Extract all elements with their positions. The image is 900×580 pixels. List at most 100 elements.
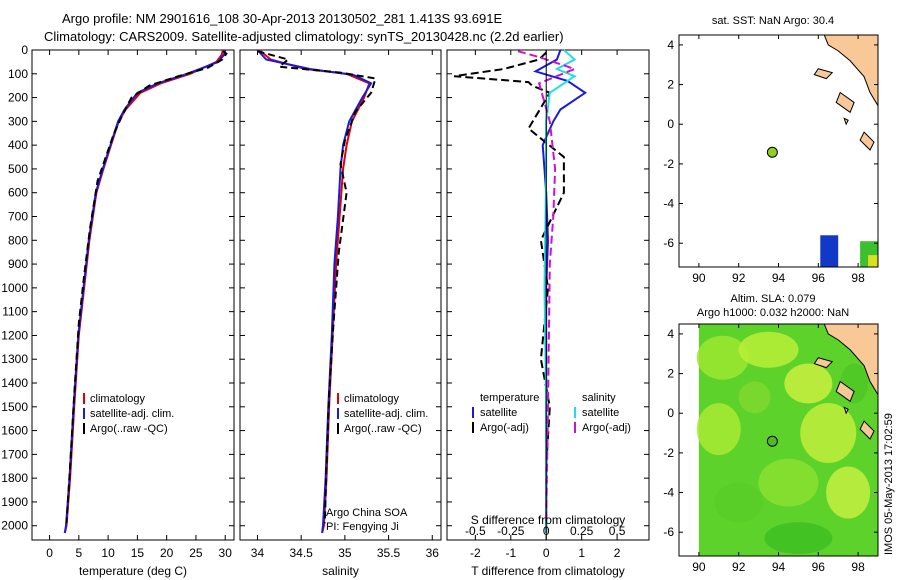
sst-map-title: sat. SST: NaN Argo: 30.4	[712, 15, 834, 27]
temperature-profile-xtick-label: 30	[219, 546, 233, 560]
sla-anomaly-patch	[758, 458, 819, 507]
island	[859, 131, 875, 151]
sla-map-ytick-label: 4	[667, 327, 674, 341]
difference-profile-xtick-label: -2	[470, 546, 481, 560]
difference-profile-xlabel: T difference from climatology	[471, 564, 625, 578]
argo-float-marker	[766, 146, 778, 158]
sla-anomaly-patch	[696, 403, 741, 456]
island	[835, 380, 855, 403]
salinity-diff-tick-label: -0.25	[497, 524, 525, 538]
title-line-2: Climatology: CARS2009. Satellite-adjuste…	[44, 29, 564, 44]
salinity-diff-tick-label: -0.5	[465, 524, 486, 538]
depth-tick-label: 1500	[1, 400, 28, 414]
sst-map-xtick-label: 94	[772, 271, 786, 285]
legend-temperature-item: Argo(-adj)	[480, 422, 529, 434]
depth-tick-label: 1000	[1, 281, 28, 295]
salinity-profile-frame	[239, 49, 442, 541]
sst-map-xtick-label: 98	[851, 271, 865, 285]
difference-profile-series-line	[543, 49, 577, 533]
temperature-profile-xtick-label: 5	[75, 546, 82, 560]
sst-cell	[820, 235, 839, 267]
salinity-profile-xtick-label: 34	[251, 546, 265, 560]
difference-profile-series-line	[517, 50, 578, 524]
sla-map-title-line2: Argo h1000: 0.032 h2000: NaN	[697, 307, 849, 319]
sst-map-ytick-label: 0	[667, 117, 674, 131]
sumatra-coast	[823, 35, 878, 107]
sla-anomaly-patch	[826, 466, 871, 519]
sst-map-ytick-label: 2	[667, 78, 674, 92]
island	[859, 420, 875, 440]
depth-tick-label: 2000	[1, 519, 28, 533]
sla-map-xtick-label: 90	[692, 560, 706, 574]
island	[813, 68, 834, 80]
salinity-profile-series-line	[256, 49, 373, 534]
temperature-profile-series-line	[65, 50, 228, 524]
temperature-profile-xlabel: temperature (deg C)	[79, 564, 187, 578]
depth-tick-label: 900	[8, 257, 28, 271]
sst-map-ytick-label: -6	[663, 236, 674, 250]
sla-anomaly-patch	[764, 522, 833, 555]
difference-profile-xtick-label: 1	[578, 546, 585, 560]
sst-map-xtick-label: 92	[732, 271, 746, 285]
legend-temperature-title: temperature	[480, 392, 539, 404]
salinity-profile-xtick-label: 36	[426, 546, 440, 560]
temperature-profile-legend-label: Argo(..raw -QC)	[90, 423, 168, 435]
depth-tick-label: 600	[8, 186, 28, 200]
depth-tick-label: 1100	[2, 305, 28, 319]
depth-tick-label: 200	[8, 91, 28, 105]
depth-tick-label: 700	[8, 210, 28, 224]
temperature-profile-xtick-label: 0	[46, 546, 53, 560]
sst-cell	[868, 255, 878, 267]
depth-tick-label: 400	[8, 138, 28, 152]
salinity-profile-xlabel: salinity	[322, 564, 359, 578]
sst-map-ytick-label: -4	[663, 197, 674, 211]
legend-salinity-item: satellite	[582, 407, 619, 419]
sla-map-title-line1: Altim. SLA: 0.079	[731, 293, 816, 305]
salinity-profile-xtick-label: 34.5	[289, 546, 313, 560]
depth-tick-label: 500	[8, 162, 28, 176]
temperature-profile-xtick-label: 20	[160, 546, 174, 560]
island	[843, 117, 849, 126]
sla-map-ytick-label: -4	[663, 486, 674, 500]
sla-anomaly-patch	[800, 403, 857, 464]
salinity-annotation-line2: PI: Fengying Ji	[326, 521, 399, 533]
argo-float-marker	[766, 435, 778, 447]
sla-map-ytick-label: -6	[663, 525, 674, 539]
salinity-profile-legend-label: climatology	[344, 393, 400, 405]
depth-tick-label: 1300	[1, 352, 28, 366]
sst-map-content	[679, 35, 878, 267]
sla-anomaly-patch	[784, 363, 833, 404]
sumatra-coast	[823, 324, 878, 396]
sla-anomaly-patch	[738, 381, 771, 414]
sla-anomaly-patch	[696, 335, 749, 380]
sst-map-xtick-label: 96	[812, 271, 826, 285]
depth-tick-label: 1700	[1, 447, 28, 461]
depth-tick-label: 1400	[1, 376, 28, 390]
depth-tick-label: 300	[8, 114, 28, 128]
depth-tick-label: 800	[8, 233, 28, 247]
salinity-annotation-line1: Argo China SOA	[326, 507, 408, 519]
island	[813, 357, 834, 369]
sst-map-ytick-label: -2	[663, 157, 674, 171]
sla-anomaly-patch	[738, 331, 799, 368]
difference-profile-xtick-label: 2	[614, 546, 621, 560]
legend-temperature-item: satellite	[480, 407, 517, 419]
salinity-diff-tick-label: 0	[543, 524, 550, 538]
salinity-profile-xtick-label: 35.5	[377, 546, 401, 560]
timestamp-stamp: IMOS 05-May-2013 17:02:59	[883, 413, 895, 555]
salinity-profile-legend-label: Argo(..raw -QC)	[344, 423, 422, 435]
temperature-profile-legend-label: climatology	[90, 393, 146, 405]
sla-anomaly-patch	[714, 482, 763, 523]
sst-field	[679, 35, 878, 267]
temperature-profile-frame	[31, 49, 235, 541]
sla-map-ytick-label: -2	[663, 446, 674, 460]
legend-salinity-item: Argo(-adj)	[582, 422, 631, 434]
difference-xlabel-top: S difference from climatology	[471, 513, 626, 527]
sla-map-xtick-label: 96	[812, 560, 826, 574]
sla-map-ytick-label: 0	[667, 406, 674, 420]
sla-map-xtick-label: 92	[732, 560, 746, 574]
depth-tick-label: 1800	[1, 471, 28, 485]
sla-map-content	[696, 324, 878, 556]
depth-tick-label: 1600	[1, 424, 28, 438]
